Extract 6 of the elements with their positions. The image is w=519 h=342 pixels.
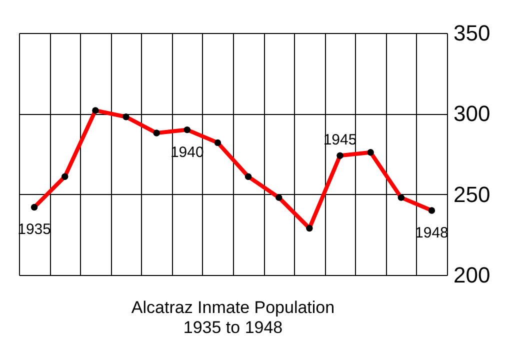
- y-tick-label: 250: [454, 182, 490, 207]
- text: Alcatraz Inmate Population 1935 to 1948: [131, 298, 335, 337]
- annotation: 1948: [415, 224, 448, 242]
- y-tick-label: 300: [454, 101, 490, 126]
- y-tick-label: 200: [454, 262, 490, 288]
- y-tick-label: 350: [454, 20, 490, 46]
